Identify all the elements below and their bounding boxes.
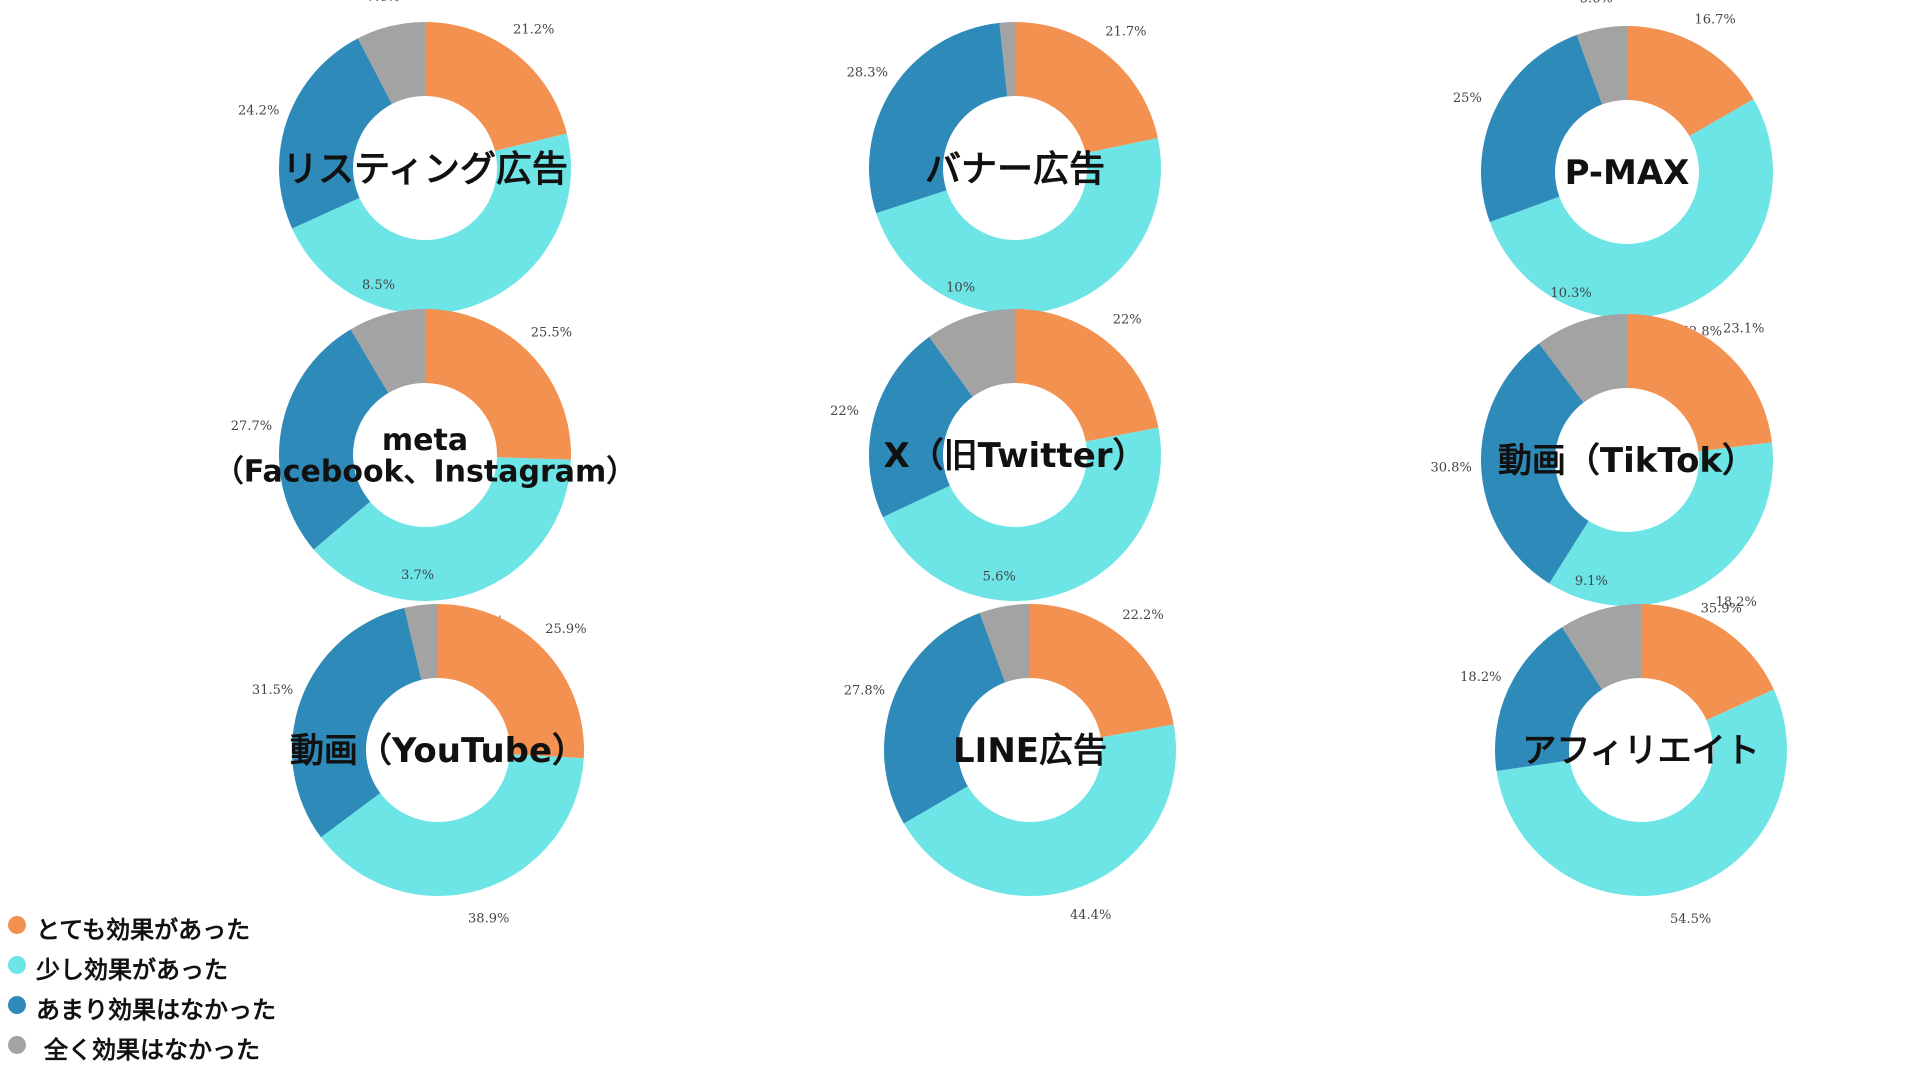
slice-label-not-very-effective: 31.5%: [252, 683, 293, 698]
slice-label-somewhat-effective: 38.9%: [468, 912, 509, 927]
slice-somewhat-effective: [313, 457, 571, 602]
slice-very-effective: [425, 309, 571, 460]
chart-title: リスティング広告: [282, 149, 568, 190]
slice-not-very-effective: [291, 607, 422, 838]
slice-label-very-effective: 23.1%: [1723, 321, 1764, 336]
chart-title: meta: [382, 423, 468, 458]
slice-not-effective: [357, 22, 425, 105]
slice-label-somewhat-effective: 35.9%: [1701, 602, 1742, 617]
legend-label-not-effective: 全く効果はなかった: [44, 1036, 260, 1064]
donut-chart-4: 25.5%38.3%27.7%8.5%meta（Facebook、Instagr…: [214, 278, 637, 629]
slice-label-not-very-effective: 22%: [830, 404, 859, 419]
donut-chart-7: 25.9% 38.9% 31.5% 3.7% 動画（YouTube）: [252, 568, 587, 926]
chart-title: X（旧Twitter）: [883, 436, 1146, 476]
legend-dot-very-effective: [8, 916, 26, 934]
slice-somewhat-effective: [1549, 442, 1774, 607]
donut-chart-9: 18.2% 54.5% 18.2% 9.1% アフィリエイト: [1460, 574, 1787, 927]
slice-label-not-effective: 5.6%: [983, 570, 1016, 585]
slice-not-very-effective: [869, 22, 1008, 214]
slice-somewhat-effective: [1496, 689, 1787, 896]
slice-label-not-effective: 9.1%: [1575, 574, 1608, 589]
slice-not-effective: [929, 309, 1015, 397]
slice-label-not-very-effective: 25%: [1453, 91, 1482, 106]
donut-chart-2: 21.7%48.3%28.3%1.7%バナー広告: [847, 0, 1161, 346]
chart-title: 動画（TikTok）: [1498, 441, 1756, 481]
legend-dot-somewhat-effective: [8, 956, 26, 974]
slice-not-very-effective: [1481, 343, 1589, 584]
slice-somewhat-effective: [903, 724, 1176, 896]
slice-label-not-very-effective: 30.8%: [1431, 460, 1472, 475]
slice-label-not-effective: 10%: [946, 281, 975, 296]
slice-very-effective: [1627, 25, 1754, 137]
donut-chart-3: 16.7%52.8%25%5.6%P-MAX: [1453, 0, 1773, 340]
chart-title: LINE広告: [953, 731, 1107, 771]
chart-title: 動画（YouTube）: [290, 731, 586, 771]
slice-not-effective: [1576, 26, 1627, 105]
slice-label-not-effective: 7.6%: [367, 0, 400, 5]
slice-not-very-effective: [869, 336, 973, 518]
slice-label-very-effective: 25.9%: [545, 622, 586, 637]
slice-label-very-effective: 21.7%: [1105, 24, 1146, 39]
legend-label-not-very-effective: あまり効果はなかった: [36, 996, 276, 1024]
slice-somewhat-effective: [876, 137, 1161, 315]
slice-label-very-effective: 16.7%: [1694, 13, 1735, 28]
slice-label-not-effective: 8.5%: [362, 278, 395, 293]
chart-title: P-MAX: [1565, 153, 1690, 193]
legend-dot-not-effective: [8, 1036, 26, 1054]
slice-label-not-effective: 5.6%: [1580, 0, 1613, 7]
slice-not-effective: [404, 604, 438, 680]
slice-label-not-very-effective: 24.2%: [238, 103, 279, 118]
slice-label-very-effective: 22%: [1113, 312, 1142, 327]
chart-title: バナー広告: [925, 149, 1105, 190]
slice-not-very-effective: [1481, 34, 1603, 223]
slice-not-effective: [979, 604, 1030, 683]
slice-not-effective: [1561, 604, 1641, 690]
slice-somewhat-effective: [292, 133, 571, 314]
donut-chart-1: 21.2%47%24.2%7.6%リスティング広告: [238, 0, 571, 342]
slice-label-not-effective: 10.3%: [1550, 286, 1591, 301]
slice-very-effective: [1641, 604, 1774, 721]
slice-not-effective: [999, 22, 1015, 97]
slice-label-very-effective: 21.2%: [513, 23, 554, 38]
slice-very-effective: [1015, 22, 1158, 154]
slice-very-effective: [1015, 309, 1159, 442]
slice-somewhat-effective: [320, 754, 584, 896]
donut-chart-5: 22%46%22%10%X（旧Twitter）: [830, 281, 1161, 630]
slice-label-somewhat-effective: 44.4%: [1070, 908, 1111, 923]
slice-label-very-effective: 22.2%: [1122, 608, 1163, 623]
slice-not-effective: [1539, 314, 1627, 403]
slice-label-not-very-effective: 27.7%: [231, 419, 272, 434]
slice-label-not-very-effective: 18.2%: [1460, 670, 1501, 685]
donut-chart-8: 22.2% 44.4% 27.8% 5.6% LINE広告: [844, 570, 1176, 923]
slice-somewhat-effective: [882, 427, 1161, 601]
legend-label-very-effective: とても効果があった: [36, 916, 251, 944]
slice-label-somewhat-effective: 54.5%: [1670, 912, 1711, 927]
slice-label-not-very-effective: 28.3%: [847, 65, 888, 80]
slice-very-effective: [1627, 314, 1772, 452]
legend-dot-not-very-effective: [8, 996, 26, 1014]
donut-chart-6: 23.1% 35.9% 30.8% 10.3% 動画（TikTok）: [1431, 286, 1774, 617]
slice-label-very-effective: 18.2%: [1716, 595, 1757, 610]
slice-label-not-very-effective: 27.8%: [844, 683, 885, 698]
slice-not-very-effective: [278, 329, 389, 550]
chart-title: アフィリエイト: [1522, 731, 1759, 771]
slice-label-not-effective: 3.7%: [401, 568, 434, 583]
slice-very-effective: [425, 22, 567, 151]
slice-not-very-effective: [884, 612, 1006, 824]
chart-title: （Facebook、Instagram）: [214, 455, 637, 490]
legend-label-somewhat-effective: 少し効果があった: [36, 956, 228, 984]
slice-not-very-effective: [1495, 627, 1603, 772]
slice-somewhat-effective: [1489, 99, 1773, 319]
slice-very-effective: [1030, 604, 1174, 738]
slice-label-very-effective: 25.5%: [531, 326, 572, 341]
slice-very-effective: [438, 604, 584, 759]
slice-not-effective: [350, 309, 425, 394]
slice-not-very-effective: [279, 38, 392, 229]
